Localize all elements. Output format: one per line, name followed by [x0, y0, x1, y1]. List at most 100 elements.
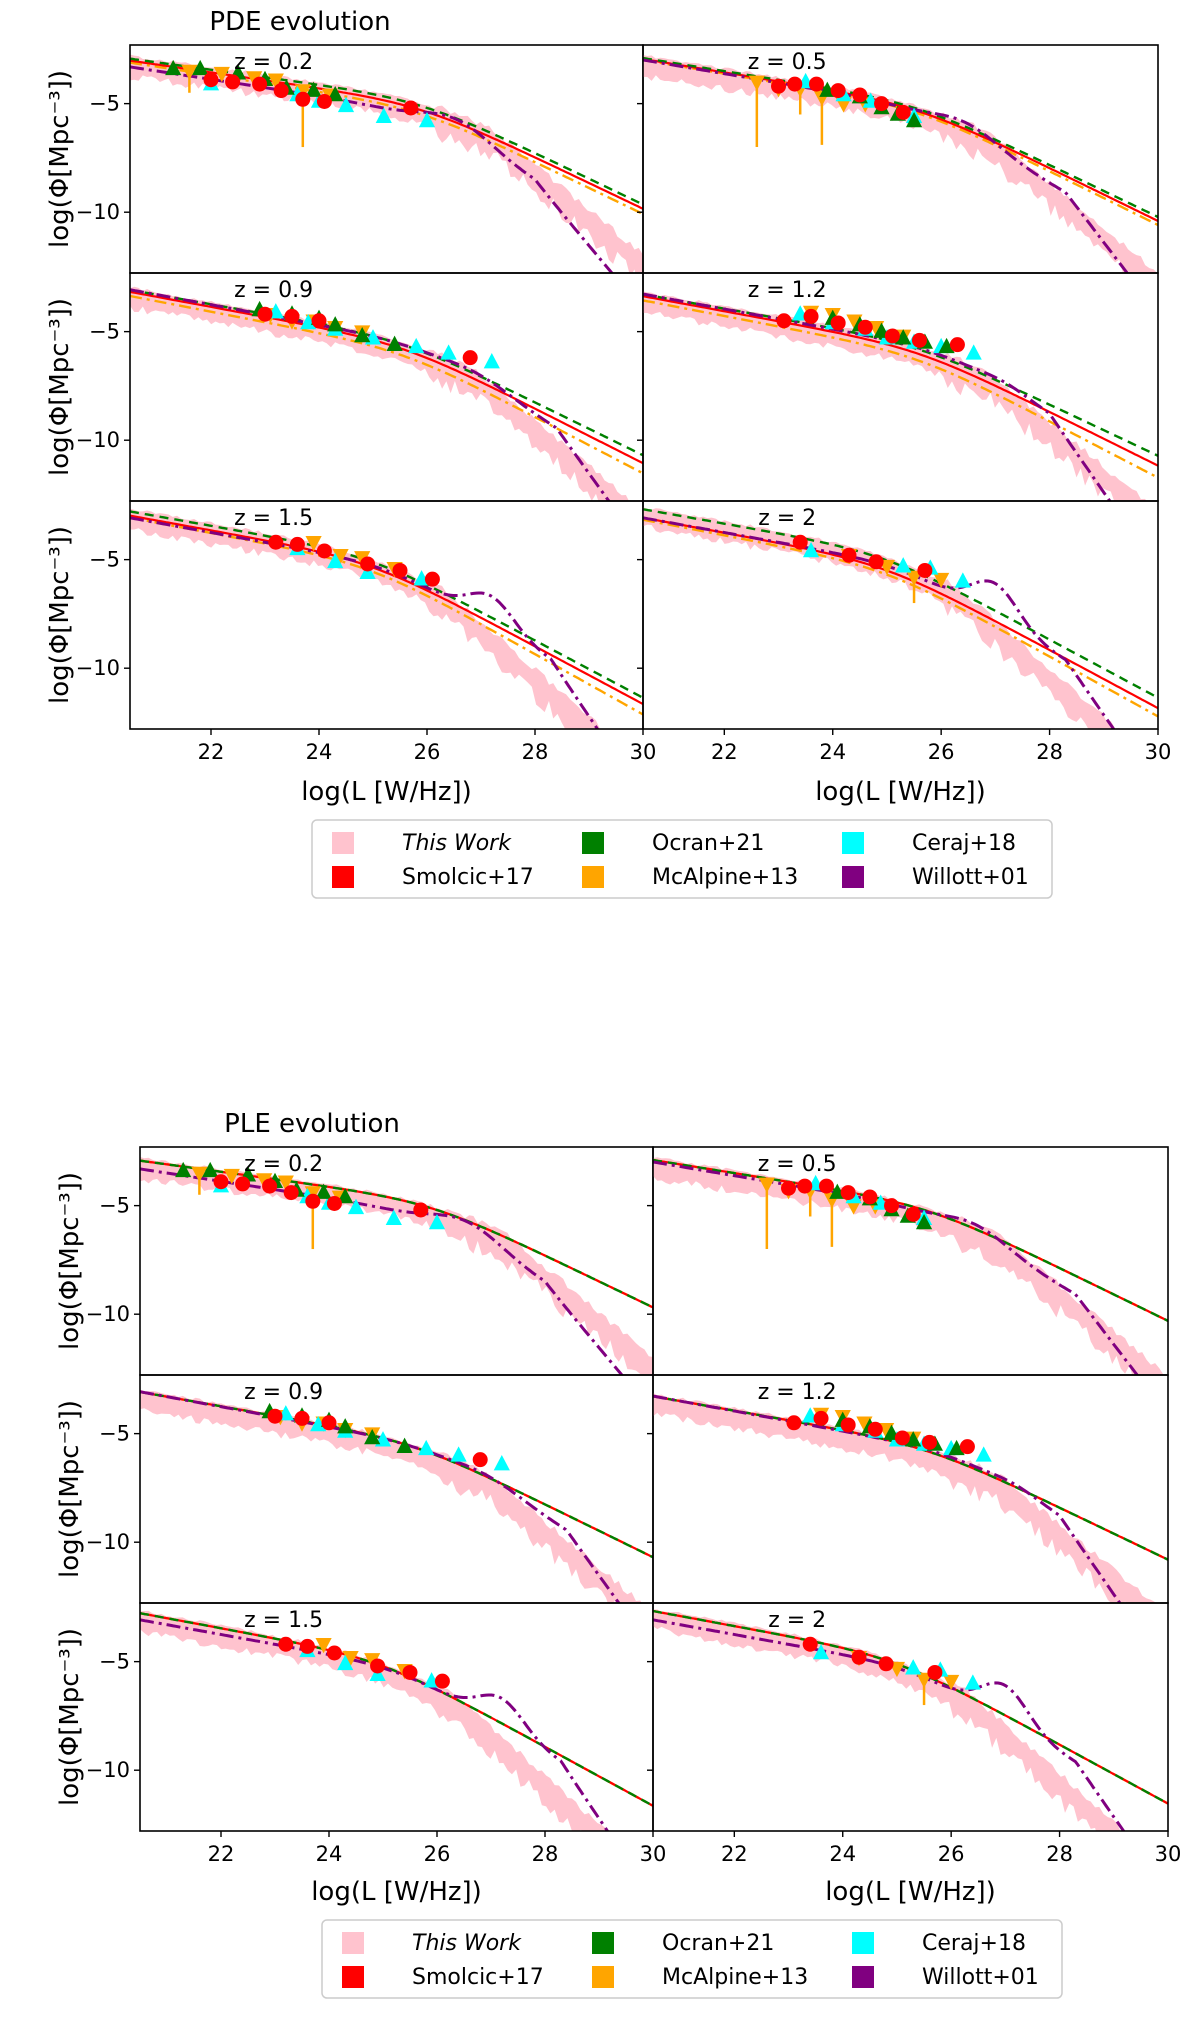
ceraj-point [300, 313, 317, 330]
smolcic-point [413, 1202, 429, 1218]
smolcic-point [252, 76, 268, 92]
smolcic-point [786, 1415, 802, 1431]
ceraj-point [418, 1439, 435, 1456]
this-work-band [653, 1392, 1156, 1603]
smolcic-point [299, 1638, 315, 1654]
mcalpine-point [915, 1672, 933, 1688]
x-axis-label: log(L [W/Hz]) [815, 777, 986, 807]
ocran-model-line [643, 508, 1158, 699]
legend-label-willott: Willott+01 [922, 1965, 1039, 1990]
ceraj-point [964, 1674, 981, 1690]
plot-area [130, 508, 643, 729]
this-work-band [653, 1157, 1164, 1375]
legend-label-willott: Willott+01 [912, 865, 1029, 890]
legend-swatch-this_work [342, 1932, 364, 1954]
legend-label-smolcic: Smolcic+17 [402, 865, 534, 890]
panel-frame [642, 500, 1159, 730]
willott-model-line [130, 288, 611, 501]
ocran-point [337, 1418, 354, 1434]
smolcic-point [894, 1430, 910, 1446]
mcalpine-model-line [643, 299, 1158, 479]
smolcic-point [321, 1415, 337, 1431]
y-axis-label: log(Φ[Mpc⁻³]) [45, 298, 75, 476]
x-tick-label: 26 [938, 1842, 965, 1866]
smolcic-point [273, 83, 289, 99]
smolcic-point [857, 319, 873, 335]
ceraj-point [337, 1654, 354, 1671]
plot-area [653, 1392, 1168, 1603]
legend-label-this_work: This Work [402, 831, 512, 856]
smolcic-point [818, 1178, 834, 1194]
ocran-point [327, 85, 344, 102]
smolcic-point [278, 1636, 294, 1652]
smolcic-point [808, 76, 824, 92]
legend-label-ocran: Ocran+21 [652, 831, 764, 856]
x-tick-label: 30 [1155, 1842, 1182, 1866]
y-tick-label: −5 [89, 92, 120, 116]
smolcic-point [235, 1176, 251, 1192]
smolcic-point [424, 571, 440, 587]
ocran-model-line [130, 57, 643, 206]
y-axis-label: log(Φ[Mpc⁻³]) [55, 1628, 85, 1806]
ceraj-point [965, 344, 982, 360]
x-tick-label: 22 [711, 740, 738, 764]
ocran-model-line [140, 1612, 653, 1807]
smolcic-point [852, 87, 868, 103]
y-axis-label: log(Φ[Mpc⁻³]) [45, 70, 75, 248]
legend-label-ceraj: Ceraj+18 [922, 1931, 1026, 1956]
ocran-point [327, 316, 344, 332]
ceraj-point [812, 1643, 830, 1660]
ceraj-point [375, 107, 392, 123]
ceraj-point [954, 572, 971, 588]
smolcic-point [781, 1180, 797, 1196]
legend-label-mcalpine: McAlpine+13 [652, 865, 798, 890]
smolcic-point [792, 534, 808, 550]
ocran-point [305, 81, 322, 97]
panel: z = 0.5 [647, 1146, 1169, 1376]
y-tick-label: −10 [76, 200, 120, 224]
smolcic-point [462, 350, 478, 366]
smolcic-point [787, 76, 803, 92]
panel: z = 1.2 [637, 272, 1159, 502]
this-work-band [130, 286, 629, 501]
smolcic-point [225, 74, 241, 90]
ceraj-point [310, 1415, 327, 1432]
this-work-band [130, 54, 643, 273]
mcalpine-point [846, 314, 863, 330]
panel: z = 2 22 24 26 28 30 log(L [W/Hz]) [637, 500, 1171, 807]
this-work-band [140, 1389, 642, 1603]
smolcic-point [895, 104, 911, 120]
smolcic-point [776, 313, 792, 329]
plot-area [140, 1156, 653, 1375]
y-axis-label: log(Φ[Mpc⁻³]) [45, 526, 75, 704]
mcalpine-point [267, 73, 284, 89]
mcalpine-point [223, 1168, 240, 1185]
smolcic-point [840, 1417, 856, 1433]
mcalpine-point [305, 535, 322, 552]
z-label: z = 2 [758, 506, 816, 531]
smolcic-point [267, 1408, 283, 1424]
smolcic-point [797, 1178, 813, 1194]
ocran-point [315, 1183, 332, 1199]
x-tick-label: 22 [208, 1842, 235, 1866]
ceraj-point [337, 96, 355, 113]
ocran-point [192, 59, 209, 76]
mcalpine-point [332, 548, 349, 565]
z-label: z = 0.9 [244, 1380, 323, 1405]
y-tick-label: −5 [99, 1422, 130, 1446]
smolcic-point [921, 1434, 937, 1450]
smolcic-point [283, 1185, 299, 1201]
ocran-model-line [130, 288, 643, 457]
ceraj-point [327, 552, 344, 569]
willott-model-line [130, 516, 600, 729]
smolcic-point [326, 1645, 342, 1661]
smolcic-point [927, 1664, 943, 1680]
smolcic-point [884, 1198, 900, 1214]
legend-swatch-this_work [332, 832, 354, 854]
x-tick-label: 26 [414, 740, 441, 764]
mcalpine-point [342, 1650, 359, 1667]
ocran-point [386, 335, 403, 351]
y-tick-label: −5 [89, 548, 120, 572]
legend-box [311, 819, 1053, 899]
this-work-band [643, 291, 1147, 501]
